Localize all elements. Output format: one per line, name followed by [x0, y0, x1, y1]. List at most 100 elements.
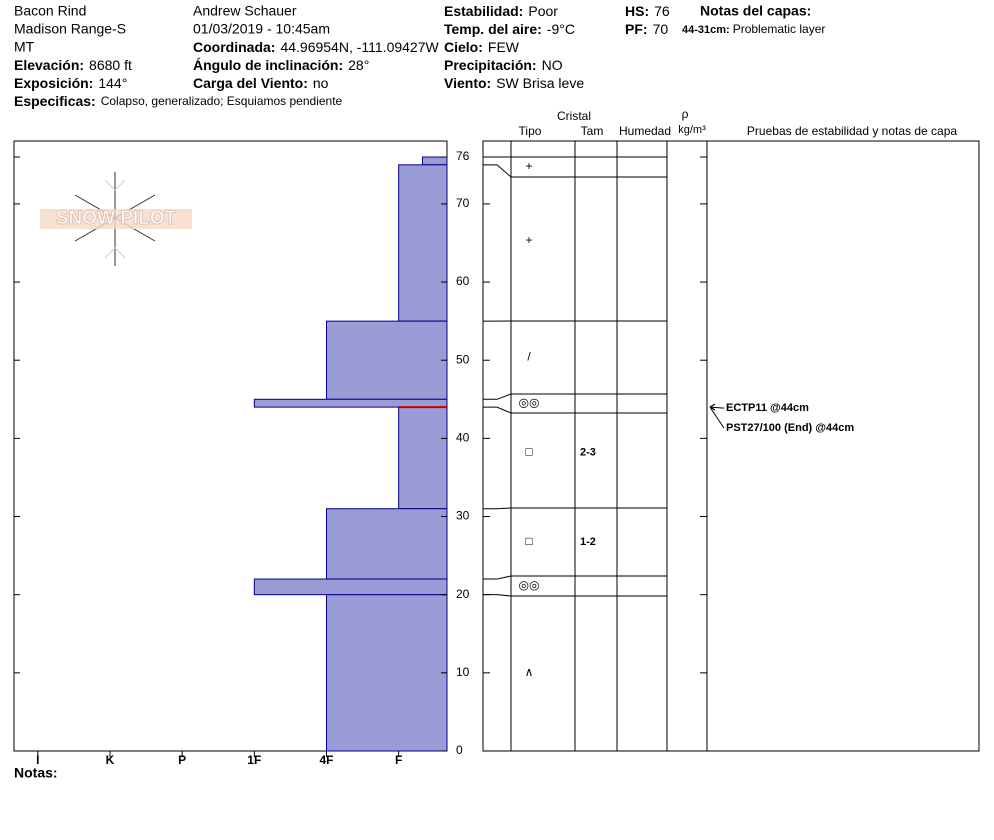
depth-tick-label: 70 [456, 196, 470, 210]
field-label: Estabilidad: [444, 3, 523, 19]
field-label: Precipitación: [444, 57, 537, 73]
layer-boundary [483, 406, 667, 414]
depth-tick-label: 40 [456, 431, 470, 445]
layer-note-value: Problematic layer [733, 22, 826, 36]
hardness-tick-label: F [395, 753, 402, 767]
field: Carga del Viento: no [193, 75, 329, 91]
test-arrow [709, 403, 725, 411]
hardness-tick-label: P [178, 753, 186, 767]
test-label: PST27/100 (End) @44cm [726, 422, 854, 434]
depth-tick-label: 20 [456, 587, 470, 601]
grain-type: □ [525, 445, 532, 459]
field-label: Cielo: [444, 39, 483, 55]
field: Estabilidad: Poor [444, 3, 558, 19]
grain-type: ∧ [525, 665, 534, 679]
test-label: ECTP11 @44cm [726, 402, 809, 414]
depth-tick-label: 60 [456, 274, 470, 288]
grain-type: □ [525, 534, 532, 548]
field-label: Temp. del aire: [444, 21, 542, 37]
column-header: ρ [682, 107, 689, 121]
observer: Andrew Schauer [193, 3, 297, 19]
hardness-bar [253, 578, 448, 596]
hardness-bar [421, 156, 448, 166]
grain-type: ◎◎ [519, 396, 540, 410]
layer-note-label: 44-31cm: [682, 24, 730, 36]
hardness-bar [253, 398, 448, 408]
field-label: Exposición: [14, 75, 93, 91]
layer-boundary [483, 164, 667, 178]
field-value: NO [542, 57, 563, 73]
column-header: Cristal [557, 109, 591, 123]
datetime: 01/03/2019 - 10:45am [193, 21, 330, 37]
test-arrow [709, 403, 725, 429]
grain-type: ◎◎ [519, 578, 540, 592]
field-label: Elevación: [14, 57, 84, 73]
layer-notes-title: Notas del capas: [700, 3, 811, 19]
field-value: no [313, 75, 329, 91]
field-label: Especificas: [14, 93, 96, 109]
column-header: Tipo [519, 124, 542, 138]
layer-boundary [483, 507, 667, 510]
column-header: Pruebas de estabilidad y notas de capa [747, 124, 957, 138]
field-value: 28° [348, 57, 369, 73]
hardness-tick-label: 1F [247, 753, 261, 767]
field: HS: 76 [625, 3, 670, 19]
grain-type: / [527, 350, 531, 364]
hardness-tick-label: 4F [319, 753, 333, 767]
field-value: -9°C [547, 21, 575, 37]
layer-boundary [483, 594, 667, 597]
column-header: Tam [581, 124, 604, 138]
field-label: Carga del Viento: [193, 75, 308, 91]
hardness-bar [325, 508, 448, 580]
location: MT [14, 39, 35, 55]
field: Elevación: 8680 ft [14, 57, 132, 73]
field-label: HS: [625, 3, 649, 19]
logo-text: SNOW PILOT [56, 208, 177, 229]
location: Madison Range-S [14, 21, 126, 37]
field-value: 44.96954N, -111.09427W [280, 39, 439, 55]
field-value: 144° [98, 75, 127, 91]
field: Exposición: 144° [14, 75, 127, 91]
logo-band [40, 209, 192, 229]
field-label: Coordinada: [193, 39, 275, 55]
field-value: SW Brisa leve [496, 75, 584, 91]
depth-tick-label: 0 [456, 743, 463, 757]
depth-tick-label: 50 [456, 352, 470, 366]
hardness-bar [325, 320, 448, 400]
grain-type: + [525, 159, 532, 173]
field-label: Ángulo de inclinación: [193, 57, 343, 73]
field: Cielo: FEW [444, 39, 520, 55]
field: Precipitación: NO [444, 57, 563, 73]
grain-type: + [525, 233, 532, 247]
depth-tick-label: 76 [456, 149, 470, 163]
depth-tick-label: 30 [456, 509, 470, 523]
field: Viento: SW Brisa leve [444, 75, 584, 91]
field-value: 76 [654, 3, 670, 19]
hardness-bar [398, 164, 448, 322]
hardness-bar [325, 594, 448, 752]
column-header: Humedad [619, 124, 671, 138]
depth-tick-label: 10 [456, 665, 470, 679]
field: Coordinada: 44.96954N, -111.09427W [193, 39, 439, 55]
field-value: Poor [528, 3, 558, 19]
field-label: Viento: [444, 75, 491, 91]
field-value: 70 [653, 21, 669, 37]
layer-frame [482, 140, 980, 752]
grain-size: 2-3 [580, 446, 596, 458]
notes-label: Notas: [14, 765, 58, 781]
field: Especificas: Colapso, generalizado; Esqui… [14, 93, 343, 109]
layer-note: 44-31cm: Problematic layer [682, 22, 825, 36]
field-value: FEW [488, 39, 520, 55]
layer-boundary [483, 393, 667, 400]
field-label: PF: [625, 21, 648, 37]
field: Ángulo de inclinación: 28° [193, 57, 369, 73]
layer-boundary [483, 575, 667, 580]
hardness-tick-label: K [106, 753, 115, 767]
field-value: Colapso, generalizado; Esquiamos pendien… [101, 94, 343, 108]
hardness-tick-label: I [36, 753, 39, 767]
grain-size: 1-2 [580, 536, 596, 548]
field: PF: 70 [625, 21, 668, 37]
hardness-bar [398, 406, 448, 510]
